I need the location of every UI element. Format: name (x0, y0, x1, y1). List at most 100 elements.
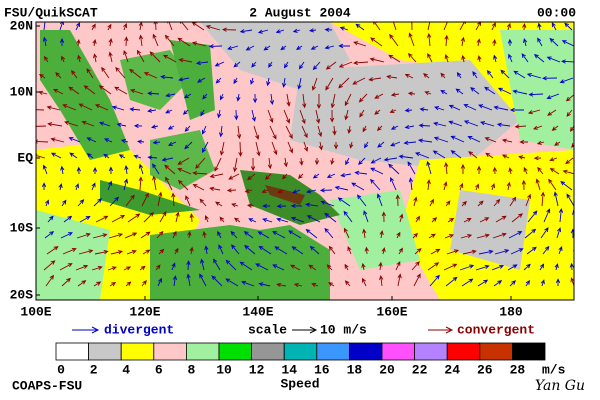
wind-arrow (38, 73, 46, 79)
wind-arrow (330, 93, 336, 109)
wind-arrow (107, 23, 112, 31)
wind-arrow (418, 138, 433, 143)
wind-arrow (157, 277, 162, 287)
colorbar-label: 18 (347, 362, 363, 377)
wind-arrow (561, 40, 574, 47)
wind-arrow (248, 218, 257, 223)
wind-arrow (423, 73, 430, 79)
wind-arrow (55, 72, 62, 79)
colorbar-swatch (479, 342, 513, 361)
wind-arrow (174, 247, 179, 255)
wind-arrow (120, 139, 129, 144)
wind-arrow (62, 104, 77, 111)
wind-arrow (444, 53, 449, 63)
wind-arrow (381, 211, 386, 223)
wind-arrow (379, 275, 384, 287)
lon-label: 100E (20, 304, 51, 319)
wind-arrow (299, 157, 304, 166)
wind-arrow (285, 125, 293, 140)
wind-arrow (386, 74, 398, 80)
wind-arrow (109, 281, 117, 287)
wind-arrow (202, 230, 207, 239)
wind-arrow (264, 173, 272, 180)
wind-arrow (519, 139, 529, 145)
wind-arrow (456, 71, 462, 79)
lat-label: 10N (10, 84, 33, 99)
wind-arrow (330, 157, 335, 166)
wind-arrow (325, 77, 334, 91)
convergent-label: convergent (457, 322, 535, 337)
wind-arrow (389, 109, 397, 113)
wind-arrow (486, 69, 494, 79)
wind-arrow (147, 155, 158, 160)
field (290, 60, 520, 170)
wind-arrow (461, 54, 466, 63)
wind-arrow (340, 172, 352, 178)
wind-arrow (450, 150, 462, 159)
wind-arrow (233, 77, 238, 85)
wind-arrow (551, 22, 557, 31)
wind-arrow (543, 208, 551, 223)
colorbar-title: Speed (280, 376, 319, 391)
wind-arrow (261, 188, 269, 193)
wind-arrow (159, 211, 167, 223)
colorbar-label: 20 (379, 362, 395, 377)
wind-arrow (275, 29, 285, 34)
wind-arrow (308, 264, 317, 271)
wind-arrow (123, 50, 129, 63)
wind-arrow (272, 264, 285, 271)
wind-arrow (315, 109, 321, 124)
wind-arrow (510, 248, 524, 255)
lat-label: EQ (17, 150, 33, 165)
wind-arrow (426, 179, 431, 191)
wind-arrow (390, 92, 400, 97)
wind-arrow (230, 230, 238, 239)
wind-arrow (461, 200, 467, 207)
wind-arrow (86, 68, 94, 79)
wind-arrow (76, 232, 91, 239)
wind-arrow (554, 263, 559, 271)
wind-arrow (540, 191, 546, 207)
wind-arrow (381, 247, 386, 255)
wind-arrow (147, 91, 160, 96)
wind-arrow (329, 109, 335, 123)
wind-arrow (480, 121, 495, 127)
wind-arrow (415, 215, 421, 223)
wind-arrow (127, 213, 141, 223)
wind-arrow (209, 186, 221, 191)
wind-arrow (478, 249, 494, 255)
wind-arrow (86, 153, 94, 159)
wind-arrow (399, 213, 404, 223)
wind-arrow (45, 274, 55, 287)
wind-arrow (523, 166, 528, 175)
wind-arrow (200, 109, 205, 117)
wind-arrow (280, 45, 287, 51)
wind-arrow (157, 191, 163, 207)
wind-arrow (558, 208, 564, 223)
wind-arrow (508, 167, 513, 175)
wind-arrow (553, 191, 559, 207)
wind-arrow (364, 141, 369, 149)
wind-arrow (514, 124, 527, 129)
wind-arrow (219, 216, 225, 223)
wind-arrow (468, 151, 478, 159)
wind-arrow (427, 22, 431, 31)
wind-arrow (109, 196, 119, 207)
wind-arrow (356, 194, 367, 207)
wind-arrow (217, 230, 222, 239)
wind-arrow (558, 245, 563, 255)
wind-arrow (477, 279, 489, 287)
wind-arrow (107, 266, 117, 271)
colorbar-swatch (381, 342, 415, 361)
wind-arrow (201, 141, 209, 153)
wind-arrow (94, 104, 109, 111)
wind-arrow (459, 22, 466, 31)
wind-arrow (491, 264, 505, 271)
wind-arrow (236, 125, 242, 140)
wind-arrow (376, 193, 383, 207)
wind-arrow (36, 153, 46, 159)
wind-arrow (126, 249, 137, 255)
wind-arrow (497, 87, 512, 95)
wind-arrow (526, 246, 537, 255)
wind-arrow (324, 227, 334, 239)
